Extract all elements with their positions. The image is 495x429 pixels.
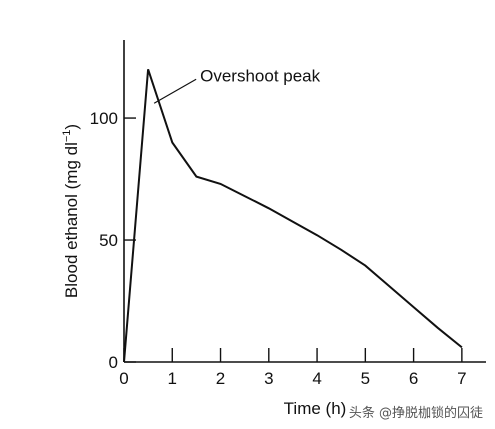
x-axis-title: Time (h) <box>284 399 347 418</box>
y-tick-label: 50 <box>99 231 118 250</box>
x-tick-label: 1 <box>168 369 177 388</box>
x-tick-label: 0 <box>119 369 128 388</box>
annotation-overshoot-peak: Overshoot peak <box>200 66 321 85</box>
y-axis-title-close: ) <box>62 124 81 130</box>
x-tick-label: 6 <box>409 369 418 388</box>
series-line <box>123 68 463 363</box>
x-tick-label: 4 <box>312 369 321 388</box>
watermark: 头条 @挣脱枷锁的囚徒 <box>348 406 483 421</box>
x-tick-label: 2 <box>216 369 225 388</box>
y-axis-title-exponent: −1 <box>61 130 73 143</box>
series-layer <box>123 68 463 363</box>
axes <box>123 40 486 363</box>
y-axis-title: Blood ethanol (mg dl−1) <box>61 124 81 298</box>
y-tick-label: 0 <box>109 353 118 372</box>
x-ticks: 0 1 2 3 4 5 6 7 <box>119 348 467 388</box>
y-axis-title-main: Blood ethanol (mg dl <box>62 142 81 298</box>
annotation-layer: Overshoot peak <box>153 66 321 104</box>
x-tick-label: 7 <box>457 369 466 388</box>
annotation-leader-line <box>153 78 197 104</box>
x-tick-label: 5 <box>361 369 370 388</box>
x-tick-label: 3 <box>264 369 273 388</box>
y-ticks: 0 50 100 <box>90 109 136 372</box>
y-tick-label: 100 <box>90 109 118 128</box>
